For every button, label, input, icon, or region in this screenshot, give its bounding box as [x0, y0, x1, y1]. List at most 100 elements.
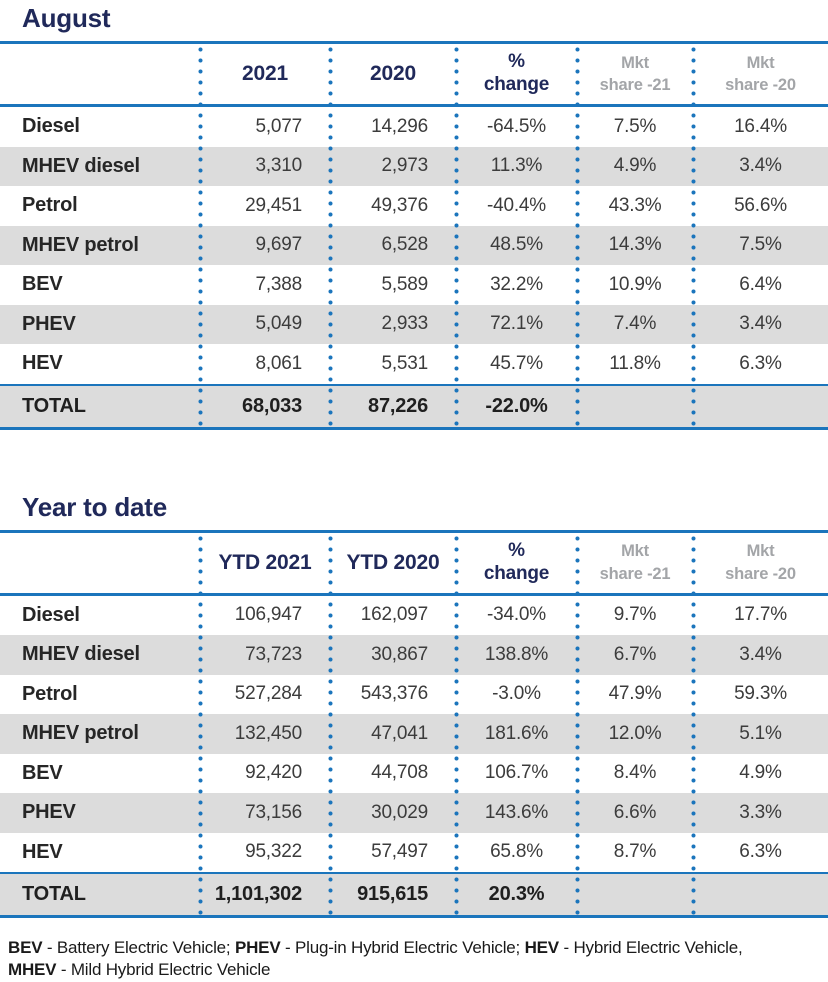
- total-row: TOTAL 68,033 87,226 -22.0%: [0, 385, 828, 427]
- header-2021: 2021: [242, 62, 288, 85]
- cell-value: 10.9%: [608, 273, 662, 295]
- cell-value: 7,388: [255, 273, 302, 295]
- total-label: TOTAL: [22, 394, 86, 417]
- cell-value: 8,061: [255, 352, 302, 374]
- header-pct-change: % change: [483, 51, 550, 95]
- table-body: Diesel 5,077 14,296 -64.5% 7.5% 16.4% MH…: [0, 107, 828, 384]
- cell-value: 30,867: [371, 643, 428, 665]
- table-row: Diesel 5,077 14,296 -64.5% 7.5% 16.4%: [0, 107, 828, 147]
- row-label: PHEV: [22, 312, 76, 335]
- cell-value: 43.3%: [608, 194, 662, 216]
- total-top-rule: [0, 872, 828, 874]
- cell-value: 6.6%: [613, 801, 657, 823]
- cell-value: 92,420: [245, 762, 302, 784]
- cell-value: 44,708: [371, 762, 428, 784]
- cell-value: 3.4%: [739, 155, 782, 177]
- total-value: 87,226: [368, 394, 428, 417]
- cell-value: 5,049: [255, 313, 302, 335]
- row-label: HEV: [22, 352, 63, 375]
- table-bottom-rule: [0, 915, 828, 918]
- cell-value: 14.3%: [608, 234, 662, 256]
- cell-value: 30,029: [371, 801, 428, 823]
- cell-value: 5.1%: [739, 722, 782, 744]
- footnote-text: - Battery Electric Vehicle;: [42, 938, 235, 957]
- cell-value: 12.0%: [608, 722, 662, 744]
- cell-value: 527,284: [234, 683, 302, 705]
- cell-value: 9,697: [255, 234, 302, 256]
- table-top-rule: [0, 41, 828, 44]
- total-value: 915,615: [357, 883, 428, 905]
- table-row: PHEV 73,156 30,029 143.6% 6.6% 3.3%: [0, 793, 828, 833]
- header-ytd-2020: YTD 2020: [346, 550, 440, 574]
- ytd-section: Year to date YTD 2021 YTD 2020 % change …: [0, 430, 828, 918]
- cell-value: 47,041: [371, 722, 428, 744]
- cell-value: 138.8%: [484, 643, 549, 665]
- total-value: 1,101,302: [214, 883, 302, 905]
- cell-value: 29,451: [245, 194, 302, 216]
- header-2020: 2020: [370, 62, 416, 85]
- cell-value: 65.8%: [490, 841, 543, 863]
- cell-value: 6.3%: [739, 352, 782, 374]
- cell-value: 543,376: [360, 683, 428, 705]
- header-pct-change: % change: [483, 539, 550, 584]
- table-row: PHEV 5,049 2,933 72.1% 7.4% 3.4%: [0, 304, 828, 344]
- footnote-line-1: BEV - Battery Electric Vehicle; PHEV - P…: [8, 937, 828, 959]
- header-bottom-rule: [0, 104, 828, 107]
- ytd-table: YTD 2021 YTD 2020 % change Mkt share -21…: [0, 529, 828, 918]
- cell-value: 7.4%: [613, 313, 657, 335]
- footnote-line-2: MHEV - Mild Hybrid Electric Vehicle: [8, 959, 828, 981]
- cell-value: 3.4%: [739, 643, 782, 665]
- row-label: BEV: [22, 273, 63, 296]
- row-label: MHEV petrol: [22, 233, 139, 256]
- header-ytd-2021: YTD 2021: [218, 550, 312, 574]
- cell-value: 56.6%: [734, 194, 787, 216]
- cell-value: 6.4%: [739, 273, 782, 295]
- header-mkt-share-21: Mkt share -21: [599, 542, 671, 583]
- header-mkt-share-20: Mkt share -20: [725, 53, 796, 94]
- cell-value: 106,947: [234, 604, 302, 626]
- table-row: Petrol 527,284 543,376 -3.0% 47.9% 59.3%: [0, 675, 828, 715]
- cell-value: 7.5%: [739, 234, 782, 256]
- cell-value: 143.6%: [484, 801, 549, 823]
- cell-value: 3.4%: [739, 313, 782, 335]
- cell-value: -34.0%: [486, 604, 546, 626]
- table-row: MHEV petrol 132,450 47,041 181.6% 12.0% …: [0, 714, 828, 754]
- cell-value: 47.9%: [608, 683, 662, 705]
- row-label: Diesel: [22, 603, 80, 626]
- cell-value: 4.9%: [739, 762, 782, 784]
- cell-value: 3.3%: [739, 801, 782, 823]
- total-row: TOTAL 1,101,302 915,615 20.3%: [0, 874, 828, 915]
- table-row: HEV 8,061 5,531 45.7% 11.8% 6.3%: [0, 344, 828, 384]
- cell-value: 49,376: [371, 194, 428, 216]
- footnote-text: - Mild Hybrid Electric Vehicle: [56, 960, 271, 980]
- footnote-text: - Hybrid Electric Vehicle,: [558, 938, 743, 957]
- abbreviations-footnote: BEV - Battery Electric Vehicle; PHEV - P…: [8, 937, 828, 982]
- cell-value: 32.2%: [490, 273, 543, 295]
- table-row: MHEV diesel 73,723 30,867 138.8% 6.7% 3.…: [0, 635, 828, 675]
- cell-value: 9.7%: [613, 604, 657, 626]
- table-bottom-rule: [0, 426, 828, 430]
- table-header-row: YTD 2021 YTD 2020 % change Mkt share -21…: [0, 533, 828, 593]
- cell-value: 2,933: [381, 313, 428, 335]
- cell-value: 59.3%: [734, 683, 787, 705]
- table-top-rule: [0, 529, 828, 533]
- august-title: August: [22, 3, 111, 33]
- cell-value: 16.4%: [734, 115, 787, 137]
- cell-value: 8.4%: [613, 762, 657, 784]
- total-value: 68,033: [242, 394, 302, 417]
- table-row: BEV 92,420 44,708 106.7% 8.4% 4.9%: [0, 754, 828, 794]
- cell-value: 11.8%: [609, 352, 661, 374]
- cell-value: 48.5%: [490, 234, 543, 256]
- row-label: PHEV: [22, 801, 76, 824]
- cell-value: 132,450: [234, 722, 302, 744]
- cell-value: 73,723: [245, 643, 302, 665]
- cell-value: 45.7%: [490, 352, 543, 374]
- footnote-term: MHEV: [8, 960, 57, 980]
- cell-value: 181.6%: [484, 722, 549, 744]
- row-label: Petrol: [22, 682, 78, 705]
- cell-value: 14,296: [371, 115, 428, 137]
- table-row: BEV 7,388 5,589 32.2% 10.9% 6.4%: [0, 265, 828, 305]
- cell-value: 3,310: [255, 155, 302, 177]
- table-header-row: 2021 2020 % change Mkt share -21 Mkt sha…: [0, 44, 828, 104]
- cell-value: 72.1%: [490, 313, 543, 335]
